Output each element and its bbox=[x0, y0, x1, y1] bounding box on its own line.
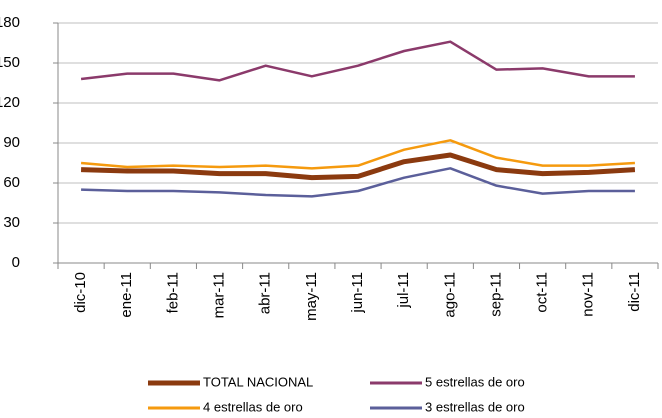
x-tick-label: feb-11 bbox=[164, 272, 181, 313]
series-line bbox=[80, 139, 635, 170]
series-line bbox=[80, 40, 635, 82]
y-tick-label: 90 bbox=[3, 134, 20, 151]
legend-label: 3 estrellas de oro bbox=[425, 399, 525, 414]
x-tick-label: dic-11 bbox=[626, 272, 643, 312]
series-line bbox=[81, 167, 635, 198]
x-tick-label: abr-11 bbox=[257, 272, 274, 314]
x-tick-label: nov-11 bbox=[580, 272, 597, 317]
legend-label: 5 estrellas de oro bbox=[425, 374, 525, 389]
x-tick-label: may-11 bbox=[303, 272, 320, 321]
y-tick-label: 180 bbox=[0, 14, 20, 31]
x-tick-label: ene-11 bbox=[118, 272, 135, 318]
y-tick-label: 0 bbox=[12, 254, 20, 271]
x-tick-label: ago-11 bbox=[441, 272, 458, 318]
x-tick-label: mar-11 bbox=[211, 272, 228, 318]
legend-label: 4 estrellas de oro bbox=[203, 399, 303, 414]
series-line bbox=[81, 152, 636, 181]
y-tick-label: 150 bbox=[0, 54, 20, 71]
x-tick-label: oct-11 bbox=[534, 272, 551, 313]
y-tick-label: 60 bbox=[3, 174, 20, 191]
x-tick-label: jun-11 bbox=[349, 272, 366, 314]
y-tick-label: 120 bbox=[0, 94, 20, 111]
legend-label: TOTAL NACIONAL bbox=[203, 374, 313, 389]
x-tick-label: sep-11 bbox=[487, 272, 504, 317]
y-tick-label: 30 bbox=[3, 214, 20, 231]
x-tick-label: dic-10 bbox=[72, 272, 89, 313]
x-tick-label: jul-11 bbox=[395, 272, 412, 309]
